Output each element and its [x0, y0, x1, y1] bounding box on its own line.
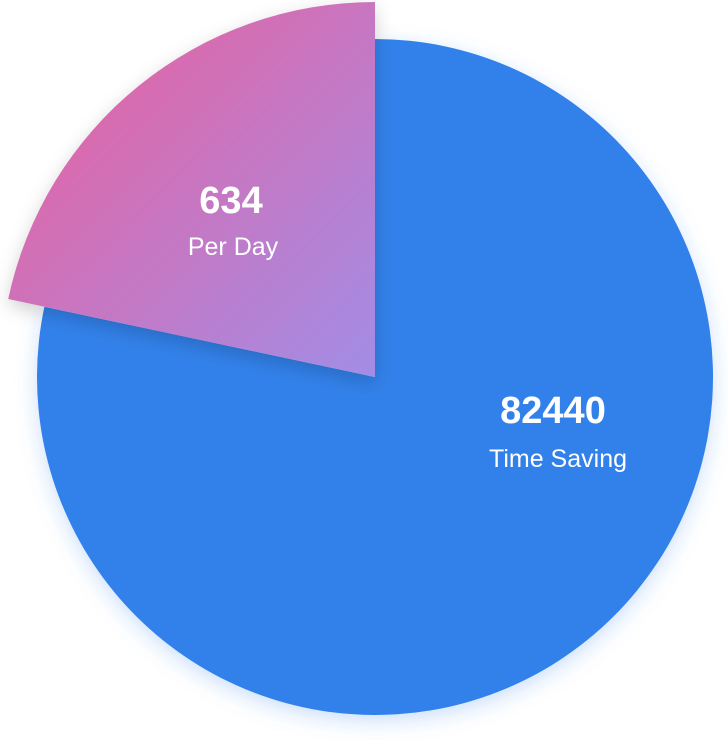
pie-slice-time-saving	[37, 39, 714, 715]
slice-value-label-time-saving: 82440	[500, 390, 606, 432]
slice-value-label-per-day: 634	[199, 180, 262, 222]
slice-name-label-time-saving: Time Saving	[489, 445, 627, 473]
pie-slice-per-day	[8, 2, 375, 377]
slice-name-label-per-day: Per Day	[188, 233, 279, 261]
